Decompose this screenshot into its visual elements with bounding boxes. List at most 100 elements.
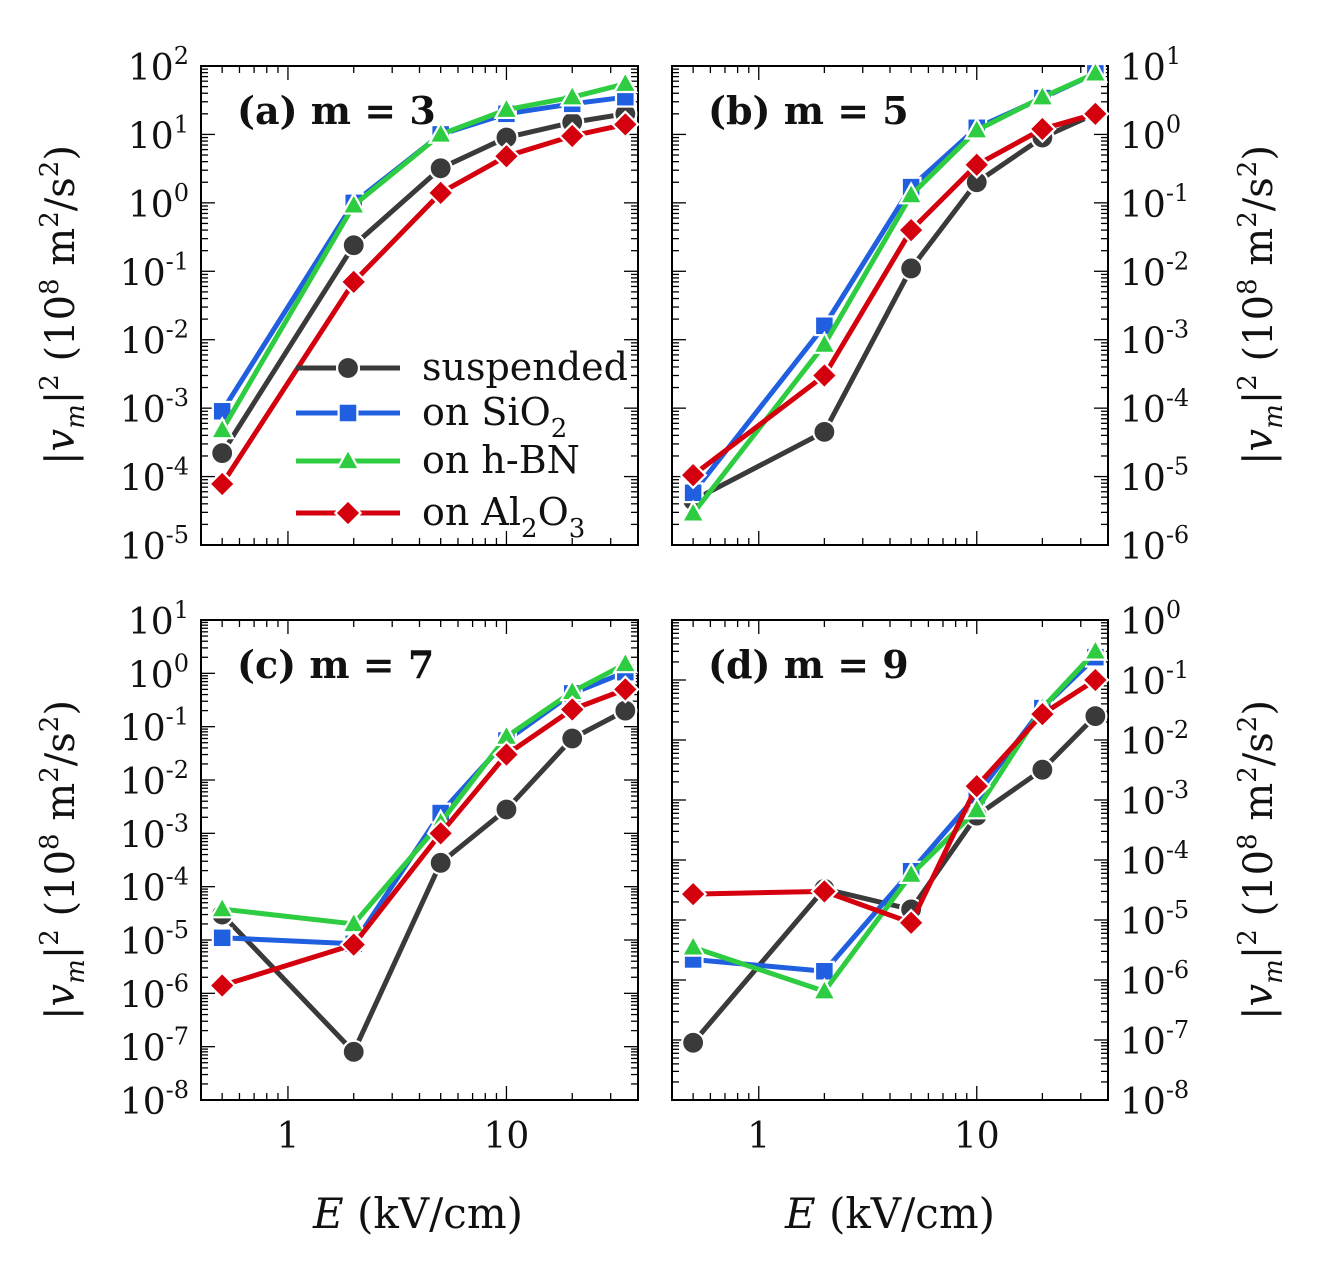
y-tick-label: 10-5 <box>120 521 189 568</box>
y-tick-label: 101 <box>128 596 189 643</box>
data-point <box>611 110 640 139</box>
data-point <box>678 460 708 490</box>
x-ticks <box>671 66 1109 545</box>
series-line <box>220 81 626 432</box>
data-point <box>1028 114 1057 144</box>
y-tick-label: 10-2 <box>1120 716 1189 763</box>
series-suspended <box>681 101 1108 513</box>
y-axis-title: |vm|2 (108 m2/s2) <box>35 700 91 1020</box>
series-on-h-bn <box>680 637 1109 1001</box>
data-point <box>811 977 838 1001</box>
data-point <box>493 95 520 120</box>
y-tick-label: 100 <box>1120 596 1181 643</box>
data-point <box>1081 99 1110 129</box>
legend-item-3: on h-BN <box>296 438 580 482</box>
data-point <box>1082 59 1109 83</box>
legend-item-2: on SiO2 <box>296 390 567 444</box>
x-ticks <box>200 66 639 545</box>
data-point <box>810 877 839 906</box>
x-tick-label: 10 <box>954 1116 1000 1157</box>
series-line <box>220 708 627 1055</box>
data-point <box>207 469 237 499</box>
y-axis-title: |vm|2 (108 m2/s2) <box>35 145 91 465</box>
x-tick-label: 1 <box>747 1116 770 1157</box>
data-point <box>962 150 991 179</box>
series-on-al2o3 <box>207 675 640 1000</box>
data-point <box>962 771 991 801</box>
y-tick-label: 10-1 <box>1120 179 1189 226</box>
y-axis-title: |vm|2 (108 m2/s2) <box>1233 700 1289 1020</box>
y-tick-label: 10-2 <box>120 316 189 363</box>
series-line <box>691 111 1097 503</box>
data-point <box>1029 83 1056 107</box>
legend-label: on SiO2 <box>422 390 567 444</box>
data-point <box>492 142 521 171</box>
data-point <box>680 499 706 523</box>
y-tick-label: 10-1 <box>1120 656 1189 703</box>
x-axis-title: E (kV/cm) <box>784 1189 995 1238</box>
y-tick-label: 10-3 <box>120 384 189 431</box>
data-point <box>426 819 455 848</box>
data-point <box>428 850 453 875</box>
series-on-al2o3 <box>207 110 640 499</box>
data-point <box>339 267 368 297</box>
y-ticks <box>201 619 638 1101</box>
series-line <box>221 661 627 927</box>
data-point <box>681 1030 706 1055</box>
series-line <box>691 714 1098 1045</box>
y-tick-label: 10-8 <box>1120 1076 1189 1123</box>
y-tick-label: 10-4 <box>120 863 189 910</box>
y-tick-label: 100 <box>128 649 189 696</box>
y-tick-label: 102 <box>128 42 189 89</box>
data-point <box>678 879 708 909</box>
data-point <box>1030 757 1055 782</box>
series-on-al2o3 <box>678 665 1110 937</box>
y-tick-label: 10-6 <box>120 969 189 1016</box>
chart-panel-3: 10-8 10-7 10-6 10-5 10-4 10-3 10-2 10-1 100 101 1 1… <box>120 596 640 1157</box>
data-point <box>612 650 639 674</box>
data-point <box>341 233 366 258</box>
series-line <box>691 111 1097 478</box>
y-tick-label: 100 <box>128 179 189 226</box>
panel-title: (c) m = 7 <box>237 642 434 687</box>
y-tick-label: 10-7 <box>1120 1016 1189 1063</box>
data-point <box>680 933 706 957</box>
data-point <box>963 116 990 140</box>
y-tick-label: 101 <box>1120 42 1181 89</box>
plot-frame <box>671 619 1109 1101</box>
y-tick-label: 10-3 <box>1120 316 1189 363</box>
y-tick-label: 10-2 <box>120 756 189 803</box>
x-tick-label: 10 <box>484 1116 530 1157</box>
data-point <box>427 120 454 144</box>
series-line <box>691 71 1097 515</box>
legend-item-4: on Al2O3 <box>296 490 585 544</box>
y-tick-label: 10-3 <box>120 809 189 856</box>
data-point <box>341 1039 366 1064</box>
y-tick-label: 101 <box>128 110 189 157</box>
data-point <box>896 908 926 937</box>
y-tick-label: 10-6 <box>1120 956 1189 1003</box>
data-point <box>494 797 519 822</box>
series-on-al2o3 <box>678 99 1110 490</box>
data-point <box>896 215 926 245</box>
series-line <box>693 677 1097 926</box>
y-tick-label: 10-4 <box>1120 384 1189 431</box>
data-point <box>810 361 839 390</box>
data-point <box>1082 637 1109 661</box>
data-point <box>211 927 233 949</box>
chart-panel-4: 10-8 10-7 10-6 10-5 10-4 10-3 10-2 10-1 100 1 10 (d… <box>671 596 1189 1157</box>
y-tick-label: 100 <box>1120 110 1181 157</box>
data-point <box>1083 704 1108 729</box>
x-ticks <box>671 620 1109 1100</box>
data-point <box>898 181 924 205</box>
data-point <box>611 675 640 704</box>
legend-label: on h-BN <box>422 438 580 482</box>
legend-label: suspended <box>422 345 628 389</box>
y-tick-label: 10-5 <box>1120 453 1189 500</box>
data-point <box>335 447 361 471</box>
y-tick-label: 10-4 <box>120 453 189 500</box>
data-point <box>207 971 237 1000</box>
data-point <box>812 419 837 444</box>
